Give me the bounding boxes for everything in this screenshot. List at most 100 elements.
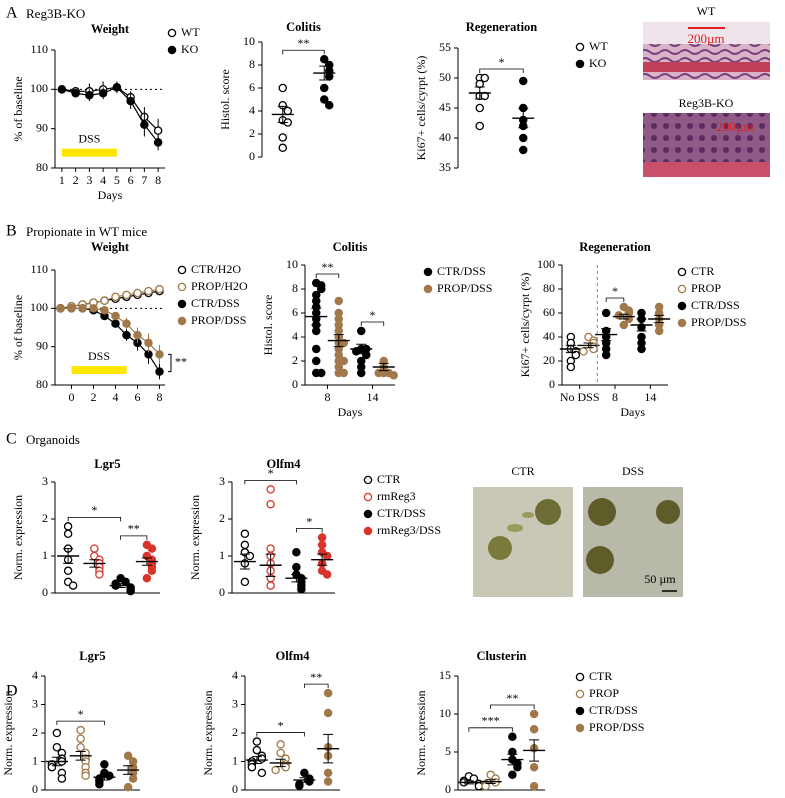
data-point	[240, 529, 250, 539]
y-tick-label: 50	[439, 70, 451, 84]
y-tick-label: 100	[30, 81, 48, 95]
data-point	[126, 96, 135, 106]
x-tick-label: 6	[135, 390, 141, 404]
y-tick-label: 40	[439, 130, 451, 144]
y-tick-label: 3	[32, 696, 38, 710]
legend-marker	[423, 284, 433, 294]
data-point	[57, 774, 67, 783]
legend-label: WT	[181, 25, 200, 39]
significance-label: *	[91, 503, 97, 517]
sem-bar	[518, 108, 529, 129]
data-point	[123, 782, 133, 792]
y-tick-label: 5	[445, 744, 451, 758]
sem-bar	[311, 307, 322, 326]
y-axis-label: Norm. expression	[188, 495, 202, 580]
data-point	[481, 781, 490, 791]
organoid-image	[583, 487, 683, 597]
sem-bar	[333, 334, 344, 348]
legend-label: PROP/DSS	[589, 720, 644, 734]
data-point	[323, 768, 333, 778]
y-tick-label: 2	[42, 511, 48, 525]
significance-bracket	[256, 732, 305, 737]
image-label: Reg3B-KO	[679, 96, 734, 110]
y-tick-label: 0	[42, 585, 48, 599]
x-tick-label: 6	[128, 173, 134, 187]
legend-label: CTR/DSS	[589, 703, 638, 717]
legend-label: CTR	[589, 669, 612, 683]
legend-label: CTR/DSS	[437, 264, 486, 278]
series-line	[60, 307, 160, 355]
y-tick-label: 0	[549, 377, 555, 391]
x-tick-label: 8	[155, 173, 161, 187]
legend-label: CTR/DSS	[377, 506, 426, 520]
data-point	[619, 320, 629, 330]
significance-bracket	[479, 68, 524, 73]
significance-bracket	[490, 704, 535, 709]
y-tick-label: 4	[249, 103, 255, 117]
data-point	[323, 708, 333, 718]
data-point	[654, 326, 664, 336]
significance-label: *	[78, 707, 84, 721]
data-point	[334, 296, 343, 306]
sem-bar	[291, 574, 302, 583]
organoid-image	[473, 487, 573, 597]
x-tick-label: 0	[69, 390, 75, 404]
data-point	[322, 551, 332, 561]
sem-bar	[99, 773, 110, 781]
data-point	[356, 326, 366, 336]
legend-label: PROP/DSS	[191, 313, 246, 327]
x-axis-label: Days	[338, 405, 363, 419]
band-label: DSS	[78, 131, 100, 145]
legend-marker	[167, 28, 177, 38]
y-tick-label: 15	[439, 668, 451, 682]
x-axis-label: Days	[98, 188, 123, 202]
legend-marker	[363, 509, 373, 519]
data-point	[147, 544, 157, 553]
y-tick-label: 2	[249, 126, 255, 140]
y-tick-label: 6	[249, 80, 255, 94]
data-point	[112, 83, 122, 92]
data-point	[100, 305, 109, 315]
data-point	[317, 540, 327, 550]
data-point	[292, 548, 301, 557]
legend-marker	[677, 267, 687, 277]
sem-bar	[583, 342, 594, 349]
legend-marker	[575, 59, 585, 69]
significance-label: **	[310, 670, 322, 684]
legend-label: CTR/DSS	[191, 296, 240, 310]
data-point	[323, 688, 333, 698]
x-axis-label: Days	[620, 405, 645, 419]
data-point	[266, 499, 275, 509]
data-point	[47, 762, 57, 772]
data-point	[589, 344, 598, 354]
data-point	[571, 350, 581, 360]
y-tick-label: 90	[36, 120, 48, 134]
sem-bar	[378, 362, 389, 372]
y-tick-label: 110	[30, 42, 48, 56]
y-tick-label: 40	[543, 329, 555, 343]
panel-letter: A	[6, 5, 18, 22]
data-point	[142, 573, 152, 583]
x-tick-label: 4	[113, 390, 119, 404]
scale-label: 200µm	[716, 119, 753, 134]
y-tick-label: 100	[537, 257, 555, 271]
sem-bar	[277, 105, 288, 123]
data-point	[89, 304, 98, 313]
y-tick-label: 1	[219, 548, 225, 562]
data-point	[252, 745, 262, 755]
sem-bar	[51, 756, 62, 767]
y-axis-label: Norm. expression	[201, 690, 215, 775]
legend-marker	[575, 672, 585, 682]
legend-marker	[575, 723, 585, 733]
y-tick-label: 1	[42, 548, 48, 562]
data-point	[257, 754, 267, 763]
y-tick-label: 45	[439, 100, 451, 114]
data-point	[245, 551, 255, 561]
data-point	[361, 350, 371, 360]
legend-label: CTR	[377, 472, 400, 486]
y-axis-label: Histol. score	[261, 295, 275, 356]
x-tick-label: 14	[367, 390, 379, 404]
chart-title: Olfm4	[275, 649, 310, 663]
data-point	[508, 732, 517, 742]
sem-bar	[474, 86, 485, 100]
